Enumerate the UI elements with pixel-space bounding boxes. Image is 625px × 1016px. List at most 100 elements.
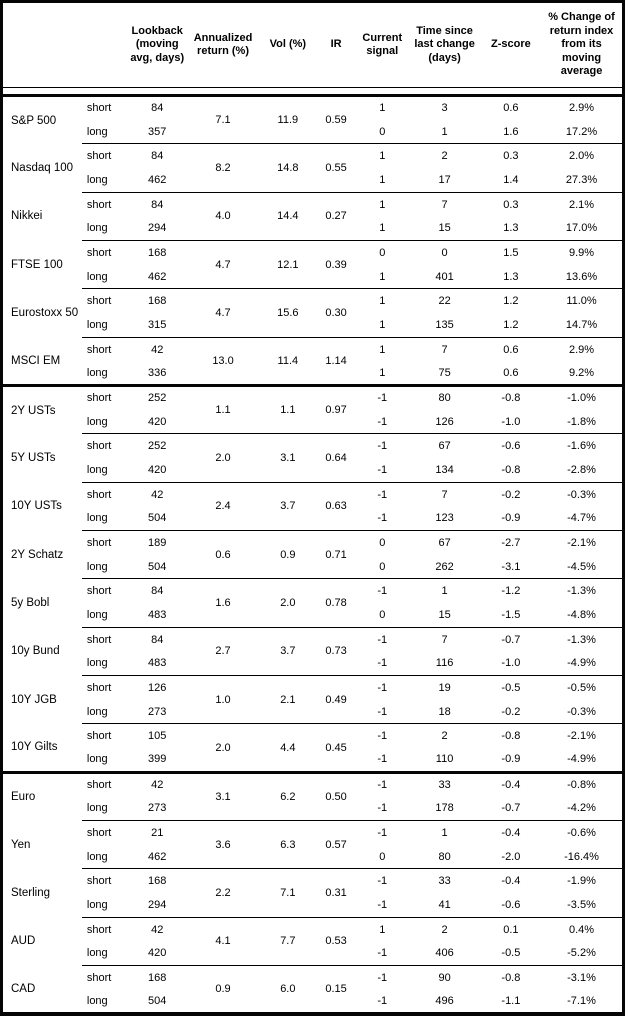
time-since-change-cell: 2 — [408, 916, 481, 942]
annualized-return-cell: 0.9 — [186, 965, 260, 1014]
current-signal-cell: -1 — [356, 675, 409, 700]
current-signal-cell: -1 — [377, 512, 388, 525]
zscore-cell: 0.1 — [480, 916, 542, 942]
table-row: 10Y USTs short 42 2.4 3.7 0.63 -1 7 -0.2 -0.3% — [2, 481, 624, 531]
lookback-cell: 420 — [148, 947, 167, 960]
current-signal-cell: 0 — [379, 850, 386, 863]
time-since-change-cell: 67 — [408, 530, 481, 555]
current-signal-cell: -1 — [356, 481, 409, 507]
vol-cell: 12.1 — [259, 240, 316, 289]
table-row: long 504 -1 123 -0.9 -4.7% — [2, 506, 624, 530]
zscore-cell: 0.6 — [480, 336, 542, 362]
leg-cell: long — [86, 222, 108, 235]
table-row: long 483 0 15 -1.5 -4.8% — [2, 603, 624, 627]
leg-cell: long — [86, 560, 108, 573]
lookback-cell: 168 — [128, 965, 187, 990]
zscore-cell: 0.3 — [480, 191, 542, 217]
leg-cell: long — [86, 415, 108, 428]
zscore-cell: -1.5 — [501, 608, 521, 621]
lookback-cell: 357 — [148, 125, 167, 138]
time-since-change-cell: 80 — [438, 392, 451, 405]
pct-change-cell: -16.4% — [564, 850, 599, 863]
instrument-name-cell: 10Y USTs — [11, 500, 62, 513]
current-signal-cell: 1 — [379, 173, 386, 186]
annualized-return-cell: 2.2 — [186, 868, 260, 918]
pct-change-cell: -0.8% — [567, 779, 596, 792]
pct-change-cell: -3.1% — [541, 965, 624, 990]
annualized-return-cell: 8.2 — [186, 143, 260, 193]
instrument-name-cell: AUD — [11, 935, 36, 948]
leg-cell: short — [81, 675, 129, 700]
lookback-cell: 294 — [148, 898, 167, 911]
table-row: long 294 -1 41 -0.6 -3.5% — [2, 893, 624, 917]
table-row: AUD short 42 4.1 7.7 0.53 1 2 0.1 0.4% — [2, 916, 624, 966]
table-row: long 462 0 80 -2.0 -16.4% — [2, 845, 624, 869]
instrument-name-cell: Nikkei — [11, 210, 43, 223]
leg-cell: short — [81, 965, 129, 990]
table-row: Nikkei short 84 4.0 14.4 0.27 1 7 0.3 2.1% — [2, 191, 624, 241]
time-since-change-cell: 3 — [441, 102, 448, 115]
lookback-cell: 84 — [151, 102, 164, 115]
gap-cell — [2, 88, 624, 96]
leg-cell: short — [81, 481, 129, 507]
vol-cell: 4.4 — [259, 723, 316, 773]
lookback-cell: 84 — [128, 143, 187, 169]
lookback-cell: 252 — [148, 392, 167, 405]
time-since-change-cell: 2 — [408, 143, 481, 169]
table-row: 5y Bobl short 84 1.6 2.0 0.78 -1 1 -1.2 -1.3% — [2, 578, 624, 628]
pct-change-cell: 17.2% — [565, 125, 598, 138]
instrument-name-cell: 10Y Gilts — [11, 741, 58, 754]
leg-cell: long — [86, 366, 108, 379]
time-since-change-cell: 110 — [435, 753, 454, 766]
zscore-cell: -0.6 — [480, 433, 542, 459]
time-since-change-cell: 401 — [435, 270, 454, 283]
table-row: long 462 1 401 1.3 13.6% — [2, 265, 624, 289]
vol-cell: 11.9 — [277, 114, 299, 127]
pct-change-cell: -1.6% — [541, 433, 624, 459]
pct-change-cell: -0.5% — [541, 675, 624, 700]
vol-cell: 3.7 — [259, 481, 316, 531]
lookback-cell: 483 — [148, 608, 167, 621]
zscore-cell: -0.4 — [501, 779, 521, 792]
leg-cell: short — [86, 779, 112, 792]
zscore-cell: -0.4 — [480, 868, 542, 894]
leg-cell: long — [86, 463, 108, 476]
time-since-change-cell: 2 — [408, 723, 481, 748]
header-instrument — [2, 2, 82, 88]
lookback-cell: 294 — [148, 222, 167, 235]
lookback-cell: 42 — [128, 916, 187, 942]
current-signal-cell: 0 — [356, 240, 409, 265]
current-signal-cell: -1 — [356, 723, 409, 748]
time-since-change-cell: 1 — [408, 578, 481, 604]
annualized-return-cell: 7.1 — [215, 114, 231, 127]
time-since-change-cell: 33 — [408, 868, 481, 894]
lookback-cell: 168 — [128, 240, 187, 265]
vol-cell: 0.9 — [259, 530, 316, 579]
zscore-cell: 1.5 — [480, 240, 542, 265]
pct-change-cell: 13.6% — [565, 270, 598, 283]
current-signal-cell: -1 — [377, 415, 388, 428]
instrument-name-cell: Sterling — [11, 887, 50, 900]
vol-cell: 6.2 — [280, 790, 296, 803]
header-gap-rule — [2, 88, 624, 96]
pct-change-cell: -4.7% — [567, 512, 596, 525]
leg-cell: short — [81, 288, 129, 314]
zscore-cell: 1.6 — [503, 125, 519, 138]
lookback-cell: 504 — [148, 512, 167, 525]
time-since-change-cell: 75 — [438, 366, 451, 379]
time-since-change-cell: 7 — [408, 626, 481, 652]
lookback-cell: 84 — [128, 191, 187, 217]
table-row: S&P 500 short 84 7.1 11.9 0.59 1 3 0.6 2.9% — [2, 96, 624, 126]
pct-change-cell: -7.1% — [567, 994, 596, 1007]
table-row: long 399 -1 110 -0.9 -4.9% — [2, 748, 624, 772]
section-1: 2Y USTs short 252 1.1 1.1 0.97 -1 80 -0.8 -1.0% lo… — [1, 385, 624, 773]
time-since-change-cell: 496 — [435, 994, 454, 1007]
current-signal-cell: 0 — [379, 560, 386, 573]
lookback-cell: 462 — [148, 173, 167, 186]
time-since-change-cell: 33 — [438, 779, 451, 792]
section-2: Euro short 42 3.1 6.2 0.50 -1 33 -0.4 -0.8% long 27… — [1, 772, 624, 1014]
zscore-cell: -0.7 — [501, 802, 521, 815]
current-signal-cell: 1 — [379, 222, 386, 235]
ir-cell: 0.45 — [315, 723, 357, 773]
instrument-name-cell: Yen — [11, 838, 31, 851]
